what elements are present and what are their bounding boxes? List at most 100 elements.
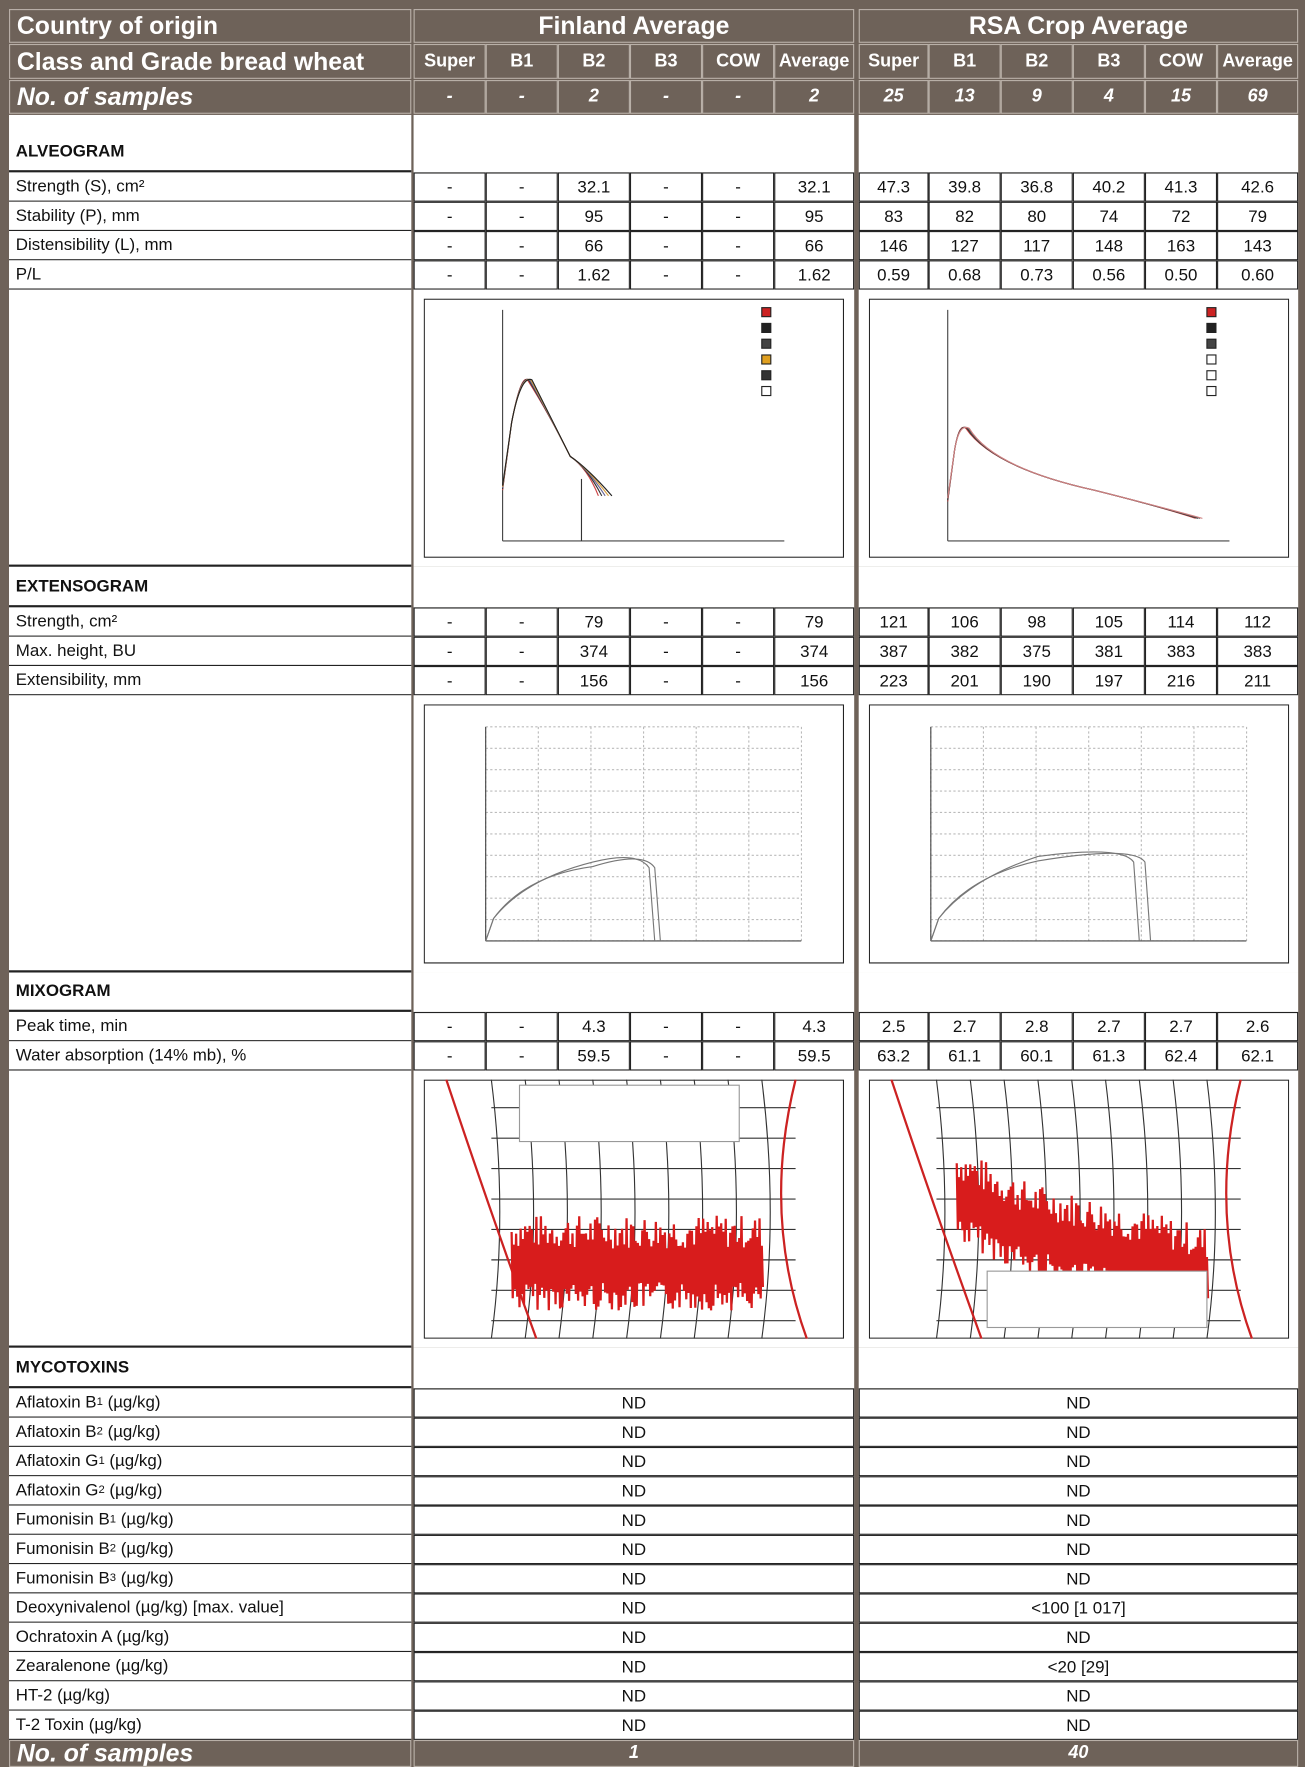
value-cell: - — [630, 607, 702, 636]
chart-cell — [414, 290, 855, 567]
value-cell: ND — [859, 1388, 1298, 1417]
chart-cell — [414, 1071, 855, 1348]
class-header: B2 — [1001, 44, 1073, 79]
chart-cell — [414, 695, 855, 972]
value-cell: - — [702, 231, 774, 260]
value-cell: ND — [859, 1418, 1298, 1447]
row-unit: (µg/kg) — [121, 1569, 174, 1588]
value-cell: - — [630, 637, 702, 666]
value-cell: 114 — [1145, 607, 1217, 636]
value-cell: - — [486, 1012, 558, 1041]
value-cell: 156 — [558, 666, 630, 695]
value-cell: 216 — [1145, 666, 1217, 695]
value-cell: ND — [414, 1564, 855, 1593]
sample-count: - — [486, 80, 558, 114]
row-name: Zearalenone (µg/kg) — [16, 1657, 169, 1676]
value-cell: 42.6 — [1217, 172, 1298, 201]
value-cell: - — [630, 231, 702, 260]
value-cell: 148 — [1073, 231, 1145, 260]
value-cell: ND — [859, 1623, 1298, 1652]
value-cell: 2.7 — [1073, 1012, 1145, 1041]
value-cell: 72 — [1145, 202, 1217, 231]
row-label: Aflatoxin B2 (µg/kg) — [9, 1418, 411, 1447]
value-cell: 4.3 — [558, 1012, 630, 1041]
row-subscript: 2 — [97, 1426, 103, 1438]
value-cell: 223 — [859, 666, 929, 695]
sample-count: 25 — [859, 80, 929, 114]
value-cell: 374 — [558, 637, 630, 666]
row-label: Water absorption (14% mb), % — [9, 1041, 411, 1070]
sample-count: 9 — [1001, 80, 1073, 114]
country-name: Finland Average — [414, 9, 855, 43]
value-cell: - — [702, 607, 774, 636]
row-name: Strength, cm² — [16, 612, 117, 631]
value-cell: 117 — [1001, 231, 1073, 260]
value-cell: 82 — [929, 202, 1001, 231]
value-cell: 382 — [929, 637, 1001, 666]
value-cell: ND — [414, 1711, 855, 1740]
value-cell: - — [414, 172, 486, 201]
row-name: Fumonisin B — [16, 1539, 110, 1558]
value-cell: 83 — [859, 202, 929, 231]
row-name: Aflatoxin G — [16, 1481, 99, 1500]
value-cell: - — [486, 637, 558, 666]
class-header: B3 — [1073, 44, 1145, 79]
value-cell: 95 — [774, 202, 854, 231]
value-cell: - — [486, 172, 558, 201]
sample-count: 4 — [1073, 80, 1145, 114]
value-cell: - — [702, 637, 774, 666]
value-cell: - — [486, 607, 558, 636]
value-cell: - — [414, 1012, 486, 1041]
value-cell: 112 — [1217, 607, 1298, 636]
sample-count: 2 — [774, 80, 854, 114]
value-cell: ND — [414, 1447, 855, 1476]
class-header: B2 — [558, 44, 630, 79]
section-title: ALVEOGRAM — [9, 115, 411, 172]
chart-cell — [859, 695, 1298, 972]
value-cell: 0.73 — [1001, 260, 1073, 289]
row-unit: (µg/kg) — [109, 1481, 162, 1500]
section-title: MIXOGRAM — [9, 973, 411, 1012]
row-unit: (µg/kg) — [108, 1393, 161, 1412]
chart-image — [424, 1080, 844, 1339]
value-cell: 201 — [929, 666, 1001, 695]
value-cell: 383 — [1217, 637, 1298, 666]
value-cell: 80 — [1001, 202, 1073, 231]
section-blank — [859, 973, 1298, 1012]
value-cell: 66 — [774, 231, 854, 260]
value-cell: ND — [414, 1623, 855, 1652]
value-cell: 0.60 — [1217, 260, 1298, 289]
section-blank — [414, 115, 855, 172]
chart-shape — [1207, 371, 1216, 380]
chart-image — [869, 1080, 1289, 1339]
value-cell: - — [630, 1041, 702, 1070]
header-label: Class and Grade bread wheat — [9, 44, 411, 79]
row-name: Ochratoxin A (µg/kg) — [16, 1627, 169, 1646]
value-cell: - — [702, 260, 774, 289]
value-cell: - — [486, 666, 558, 695]
value-cell: 0.50 — [1145, 260, 1217, 289]
value-cell: ND — [859, 1447, 1298, 1476]
value-cell: - — [414, 607, 486, 636]
value-cell: - — [414, 202, 486, 231]
row-label: Ochratoxin A (µg/kg) — [9, 1623, 411, 1652]
value-cell: 211 — [1217, 666, 1298, 695]
value-cell: - — [702, 1012, 774, 1041]
value-cell: ND — [859, 1506, 1298, 1535]
value-cell: 106 — [929, 607, 1001, 636]
page: Country of originFinland AverageRSA Crop… — [0, 0, 1305, 1767]
class-header: B1 — [929, 44, 1001, 79]
row-label: Strength (S), cm² — [9, 172, 411, 201]
class-header: Average — [774, 44, 854, 79]
value-cell: 61.3 — [1073, 1041, 1145, 1070]
row-unit: (µg/kg) — [108, 1422, 161, 1441]
sample-count: 15 — [1145, 80, 1217, 114]
value-cell: 61.1 — [929, 1041, 1001, 1070]
value-cell: 32.1 — [774, 172, 854, 201]
value-cell: 95 — [558, 202, 630, 231]
value-cell: - — [486, 1041, 558, 1070]
value-cell: 2.7 — [929, 1012, 1001, 1041]
value-cell: 127 — [929, 231, 1001, 260]
chart-label-blank — [9, 695, 411, 972]
